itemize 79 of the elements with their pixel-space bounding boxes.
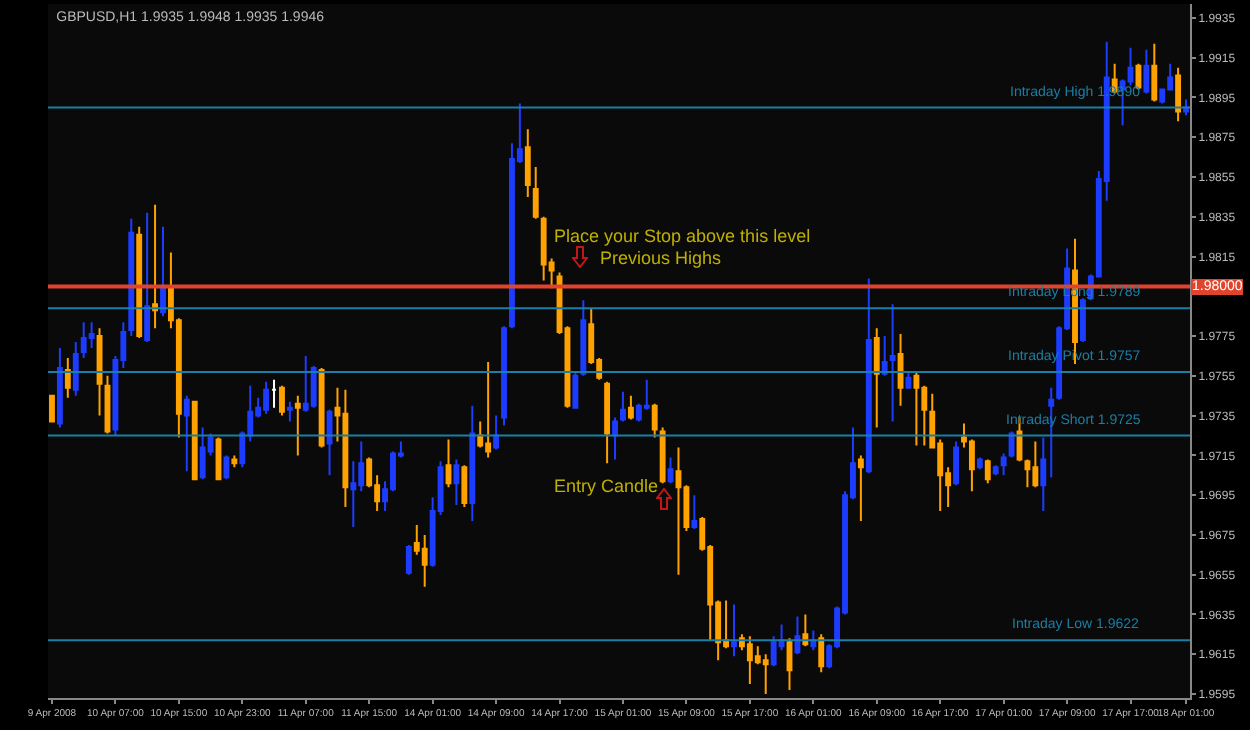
candlestick	[199, 426, 206, 481]
candlestick	[1183, 98, 1189, 117]
candlestick	[913, 370, 920, 447]
candlestick	[72, 341, 79, 397]
candlestick	[612, 416, 618, 461]
annotation: Entry Candle	[554, 476, 659, 496]
candlestick	[524, 128, 531, 198]
candlestick	[984, 458, 991, 485]
candlestick	[271, 378, 277, 409]
candlestick	[144, 211, 151, 344]
candlestick	[667, 456, 674, 485]
candlestick	[469, 404, 476, 523]
candlestick	[627, 394, 634, 421]
annotation: Place your Stop above this level	[554, 226, 811, 246]
candlestick	[183, 394, 190, 473]
candlestick	[461, 464, 468, 509]
candlestick	[294, 394, 301, 457]
candlestick	[532, 166, 539, 220]
candlestick	[731, 603, 737, 658]
candlestick	[405, 543, 412, 576]
candlestick	[501, 325, 507, 427]
candlestick	[160, 225, 166, 318]
candlestick	[342, 388, 349, 509]
candlestick	[49, 394, 55, 423]
candlestick	[1000, 452, 1007, 477]
candlestick	[1008, 430, 1015, 459]
candlestick	[873, 327, 880, 429]
candlestick	[64, 356, 71, 399]
candlestick	[572, 370, 579, 409]
candlestick	[992, 464, 999, 477]
candlestick	[651, 402, 658, 439]
candlestick	[152, 203, 158, 330]
candlestick	[302, 354, 309, 413]
candlestick	[1143, 48, 1150, 95]
candlestick	[857, 454, 864, 523]
candlestick	[976, 456, 983, 471]
candlestick	[286, 400, 293, 423]
candlestick	[620, 390, 626, 423]
candlestick	[493, 414, 500, 451]
candlestick	[485, 360, 492, 459]
candlestick	[191, 400, 198, 481]
candlestick	[897, 333, 904, 407]
candlestick	[881, 335, 888, 377]
candlestick	[746, 635, 753, 686]
candlestick	[263, 380, 270, 415]
candlestick	[88, 321, 95, 350]
candlestick	[279, 384, 285, 417]
candlestick	[762, 653, 769, 696]
candlestick	[231, 454, 238, 469]
candlestick	[128, 217, 135, 338]
candlestick	[1151, 42, 1158, 103]
candlestick	[659, 426, 666, 485]
candlestick	[675, 446, 682, 576]
annotation: Previous Highs	[600, 248, 723, 268]
candlestick	[786, 637, 793, 692]
candlestick	[794, 615, 801, 656]
candlestick	[580, 299, 587, 377]
candlestick	[1080, 297, 1086, 344]
candlestick	[445, 438, 452, 489]
candlestick	[540, 215, 547, 282]
candlestick	[318, 366, 325, 449]
candlestick	[889, 303, 896, 423]
candlestick	[802, 613, 809, 648]
candlestick	[1175, 66, 1182, 123]
candlestick	[136, 225, 143, 340]
candlestick	[56, 347, 63, 429]
candlestick	[865, 277, 872, 475]
candlestick	[810, 629, 817, 652]
candlestick	[1032, 440, 1039, 489]
candlestick	[80, 321, 87, 359]
candlestick	[604, 380, 611, 465]
candlestick	[691, 494, 698, 530]
candlestick	[421, 533, 428, 588]
candlestick	[818, 633, 825, 674]
candlestick	[453, 458, 460, 507]
candlestick	[310, 364, 317, 409]
candlestick	[953, 440, 959, 487]
candlestick	[326, 408, 333, 477]
candlestick	[1040, 436, 1047, 513]
